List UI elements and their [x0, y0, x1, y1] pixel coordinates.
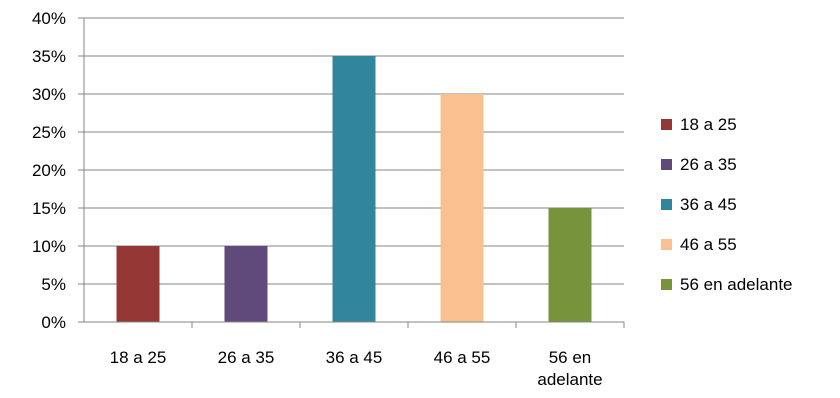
x-tick-label: adelante — [537, 370, 602, 389]
x-tick-label: 46 a 55 — [434, 348, 491, 367]
x-tick-label: 26 a 35 — [218, 348, 275, 367]
legend-label: 36 a 45 — [680, 195, 737, 214]
y-tick-label: 0% — [41, 313, 66, 332]
legend: 18 a 25 26 a 35 36 a 45 46 a 55 56 en adela… — [661, 115, 793, 294]
y-tick-label: 10% — [32, 237, 66, 256]
bar-3 — [332, 56, 376, 322]
bar-5 — [548, 208, 592, 322]
y-tick-label: 35% — [32, 47, 66, 66]
legend-swatch-3 — [661, 199, 672, 210]
legend-swatch-2 — [661, 159, 672, 170]
legend-swatch-5 — [661, 279, 672, 290]
bar-1 — [116, 246, 160, 322]
y-tick-label: 25% — [32, 123, 66, 142]
legend-swatch-1 — [661, 119, 672, 130]
x-axis-ticks: 18 a 25 26 a 35 36 a 45 46 a 55 56 en adelant… — [110, 322, 625, 389]
y-tick-label: 15% — [32, 199, 66, 218]
bars — [116, 56, 592, 322]
legend-label: 46 a 55 — [680, 235, 737, 254]
axes — [83, 18, 624, 323]
y-tick-label: 30% — [32, 85, 66, 104]
y-axis-ticks: 0% 5% 10% 15% 20% 25% 30% 35% 40% — [32, 9, 84, 332]
y-tick-label: 40% — [32, 9, 66, 28]
x-tick-label: 36 a 45 — [326, 348, 383, 367]
y-tick-label: 5% — [41, 275, 66, 294]
legend-label: 26 a 35 — [680, 155, 737, 174]
bar-4 — [440, 94, 484, 322]
legend-label: 18 a 25 — [680, 115, 737, 134]
y-tick-label: 20% — [32, 161, 66, 180]
legend-label: 56 en adelante — [680, 275, 793, 294]
x-tick-label: 18 a 25 — [110, 348, 167, 367]
legend-swatch-4 — [661, 239, 672, 250]
x-tick-label: 56 en — [549, 348, 592, 367]
bar-2 — [224, 246, 268, 322]
